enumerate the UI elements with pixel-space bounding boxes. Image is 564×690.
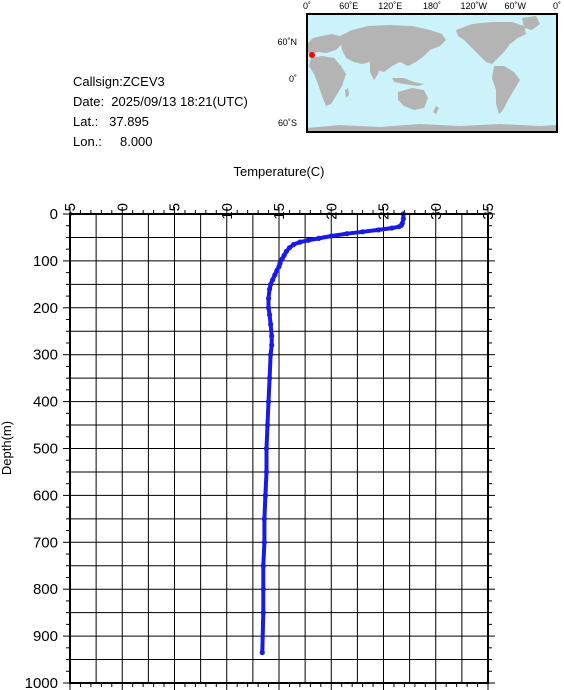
data-point [270,277,276,283]
map-lon-label: 60˚W [505,1,527,11]
data-point [262,492,269,498]
map-lon-labels: 0˚ 60˚E 120˚E 180˚ 120˚W 60˚W 0˚ [303,1,561,11]
data-point [375,227,381,233]
y-tick-label: 100 [33,253,58,270]
data-point [274,267,280,273]
map-lon-label: 180˚ [423,1,441,11]
data-point [263,469,270,475]
x-tick-label: 0 [114,203,131,211]
chart-grid [69,213,489,684]
land-asia [340,25,446,72]
map-land [307,16,557,132]
y-tick-label: 700 [33,534,58,551]
x-tick-label: 25 [376,203,393,220]
data-point [269,342,275,348]
data-point [259,649,265,656]
data-point [268,321,274,327]
land-japan [422,42,428,54]
land-greenland [522,16,540,30]
data-point [291,241,297,248]
callsign-text: Callsign:ZCEV3 [73,74,165,89]
data-point [260,563,266,569]
data-point [279,256,285,262]
y-tick-label: 200 [33,300,58,317]
station-marker [309,52,315,58]
land-south-america [492,66,520,114]
data-point [305,237,311,243]
data-point [266,375,273,381]
land-india [370,62,380,80]
map-lon-label: 60˚E [339,1,358,11]
map-lat-label: 0˚ [289,74,297,84]
map-lon-label: 0˚ [553,1,561,11]
y-axis-title: Depth(m) [0,421,14,475]
data-point [316,235,322,241]
land-new-zealand [433,106,439,114]
x-tick-label: 5 [167,203,184,211]
data-point [272,272,278,278]
data-point [261,516,267,522]
data-point [268,281,274,287]
data-point [260,586,266,592]
data-point [268,352,274,358]
land-madagascar [345,88,349,98]
data-point [265,295,272,302]
map-lat-labels: 60˚N 0˚ 60˚S [277,37,297,128]
series-profile [259,211,406,656]
y-tick-label: 500 [33,441,58,458]
y-tick-label: 300 [33,347,58,364]
land-north-america [456,22,526,64]
map-lat-label: 60˚N [277,37,297,47]
data-point [266,312,273,318]
map-lon-label: 0˚ [303,1,311,11]
x-tick-labels: -5 0 5 10 15 20 25 30 35 [62,203,497,220]
map-lon-label: 120˚W [460,1,487,11]
data-point [360,229,366,235]
data-point [396,224,402,230]
date-text: Date: 2025/09/13 18:21(UTC) [73,94,248,109]
data-point [261,539,267,545]
data-point [265,399,272,405]
plot-frame [69,213,489,684]
x-axis-title: Temperature(C) [233,164,324,179]
data-point [297,239,303,245]
x-tick-label: 20 [323,203,340,220]
data-point [344,231,350,237]
x-tick-label: 15 [271,203,288,220]
latitude-text: Lat.: 37.895 [73,114,149,129]
data-point [400,216,406,222]
data-point [286,245,293,251]
x-tick-label: 10 [219,203,236,220]
series-line [260,212,406,655]
data-point [328,233,334,239]
data-point [266,286,273,292]
data-point [265,305,272,311]
map-lat-label: 60˚S [278,118,297,128]
longitude-text: Lon.: 8.000 [73,134,153,149]
land-antarctica [307,124,557,132]
y-tick-label: 400 [33,394,58,411]
map-lon-label: 120˚E [378,1,402,11]
data-point [263,445,270,452]
y-tick-label: 800 [33,581,58,598]
y-tick-label: 0 [50,206,58,223]
data-point [389,225,395,231]
data-point [260,610,266,616]
land-australia [398,88,428,110]
land-africa [309,56,346,106]
x-tick-label: 35 [480,203,497,220]
land-indonesia [392,78,424,86]
y-tick-label: 600 [33,487,58,504]
data-point [264,422,271,428]
x-tick-label: 30 [428,203,445,220]
y-tick-label: 1000 [25,675,58,690]
data-point [269,333,275,339]
cast-info: Callsign:ZCEV3 Date: 2025/09/13 18:21(UT… [73,72,248,152]
y-tick-labels: 0 100 200 300 400 500 600 700 800 900 1000 [25,206,58,690]
y-tick-label: 900 [33,628,58,645]
land-europe [307,34,342,54]
map-frame [306,13,558,133]
